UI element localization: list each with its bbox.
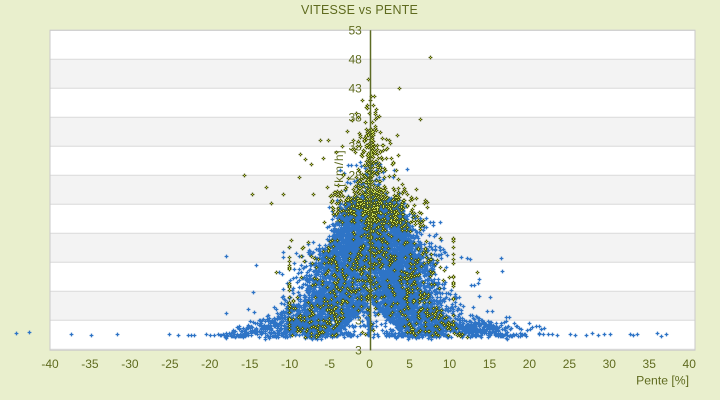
svg-text:-10: -10 <box>281 357 299 371</box>
svg-text:3: 3 <box>355 313 362 327</box>
svg-text:20: 20 <box>523 357 537 371</box>
svg-text:3: 3 <box>355 344 362 358</box>
svg-text:VITESSE vs PENTE: VITESSE vs PENTE <box>301 3 418 17</box>
svg-text:Pente [%]: Pente [%] <box>636 373 689 387</box>
svg-text:0: 0 <box>366 357 373 371</box>
svg-text:-15: -15 <box>241 357 259 371</box>
svg-text:-20: -20 <box>201 357 219 371</box>
svg-text:40: 40 <box>683 357 697 371</box>
svg-text:-25: -25 <box>161 357 179 371</box>
svg-text:53: 53 <box>348 23 362 37</box>
svg-text:5: 5 <box>406 357 413 371</box>
svg-text:30: 30 <box>603 357 617 371</box>
svg-text:-35: -35 <box>81 357 99 371</box>
svg-text:35: 35 <box>643 357 657 371</box>
svg-text:15: 15 <box>483 357 497 371</box>
svg-text:43: 43 <box>348 81 362 95</box>
svg-text:25: 25 <box>563 357 577 371</box>
svg-text:10: 10 <box>443 357 457 371</box>
svg-text:-40: -40 <box>41 357 59 371</box>
svg-text:-30: -30 <box>121 357 139 371</box>
svg-text:-5: -5 <box>324 357 335 371</box>
svg-text:48: 48 <box>348 52 362 66</box>
